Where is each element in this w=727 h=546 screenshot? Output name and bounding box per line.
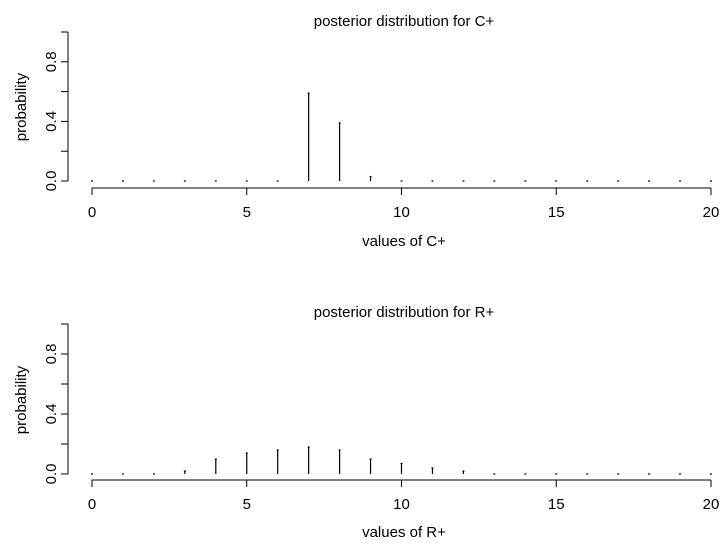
y-tick-label: 0.0 — [43, 464, 60, 485]
x-tick-label: 0 — [88, 496, 96, 513]
y-tick-label: 0.8 — [43, 344, 60, 365]
bars — [91, 92, 712, 182]
bars — [91, 446, 712, 475]
x-tick-label: 15 — [548, 496, 565, 513]
y-axis-label: probability — [13, 72, 30, 141]
x-tick-label: 5 — [243, 204, 251, 221]
y-tick-label-group: 0.4 — [43, 404, 60, 425]
y-tick-label-group: 0.8 — [43, 51, 60, 72]
y-tick-label: 0.0 — [43, 171, 60, 192]
x-tick-label: 10 — [393, 204, 410, 221]
axes: 0 5 10 15 20 0.0 0.4 0.8 — [43, 323, 720, 513]
y-tick-label-group: 0.0 — [43, 464, 60, 485]
x-tick-label: 20 — [703, 204, 720, 221]
x-tick-label: 15 — [548, 204, 565, 221]
x-axis-label: values of R+ — [362, 524, 446, 541]
y-tick-label-group: 0.4 — [43, 111, 60, 132]
chart-title: posterior distribution for C+ — [314, 13, 495, 30]
y-tick-label-group: 0.0 — [43, 171, 60, 192]
axes: 0 5 10 15 20 0.0 0.4 0.8 — [43, 31, 720, 221]
x-tick-label: 20 — [703, 496, 720, 513]
y-axis-label-text: probability — [13, 72, 30, 141]
y-axis-label-text: probability — [13, 365, 30, 434]
y-tick-label: 0.4 — [43, 111, 60, 132]
chart-panel-r-plus: posterior distribution for R+ probabilit… — [13, 304, 719, 541]
y-axis-label: probability — [13, 365, 30, 434]
x-tick-label: 10 — [393, 496, 410, 513]
chart-title: posterior distribution for R+ — [314, 304, 495, 321]
y-tick-label: 0.4 — [43, 404, 60, 425]
y-tick-label: 0.8 — [43, 51, 60, 72]
chart-panel-c-plus: posterior distribution for C+ probabilit… — [13, 13, 719, 250]
y-tick-label-group: 0.8 — [43, 344, 60, 365]
x-tick-label: 5 — [243, 496, 251, 513]
x-tick-label: 0 — [88, 204, 96, 221]
x-axis-label: values of C+ — [362, 233, 446, 250]
